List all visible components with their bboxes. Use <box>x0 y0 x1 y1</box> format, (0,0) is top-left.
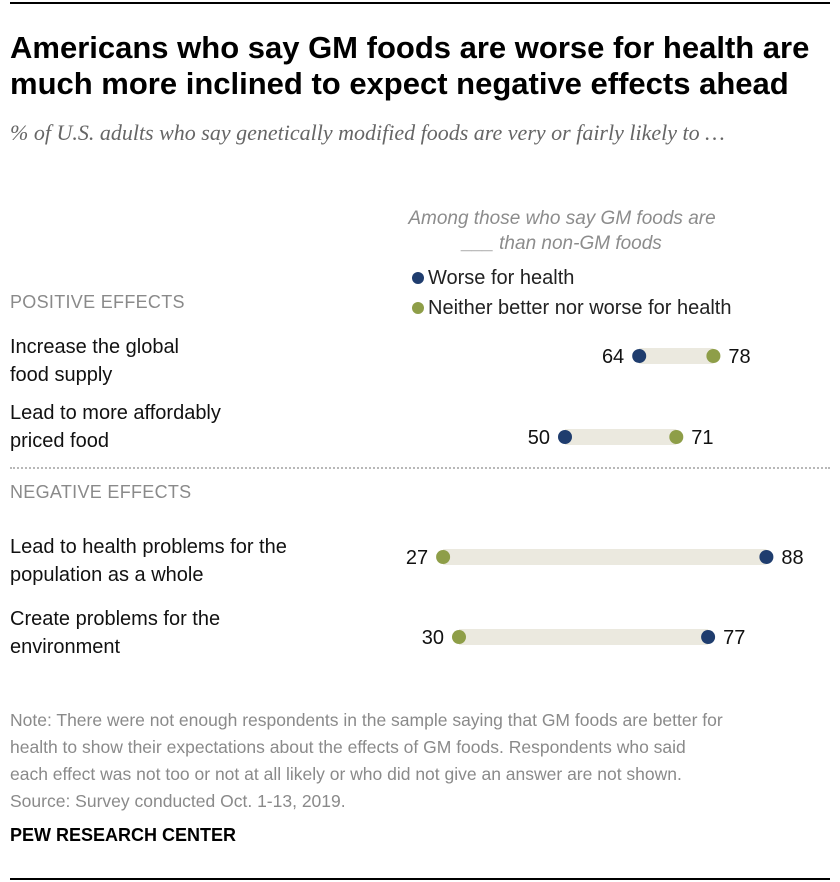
note-line: health to show their expectations about … <box>10 737 686 757</box>
dot-neither <box>669 430 684 444</box>
chart-subtitle: % of U.S. adults who say genetically mod… <box>10 120 725 145</box>
dot-worse <box>558 430 572 444</box>
legend-heading-line-2: ___ than non-GM foods <box>462 233 662 254</box>
row-label-line: population as a whole <box>10 564 204 586</box>
chart-title: Americans who say GM foods are worse for… <box>10 30 810 101</box>
bottom-rule <box>10 878 830 880</box>
row-label-line: Lead to more affordably <box>10 402 221 424</box>
row-label-health-problems: Lead to health problems for the populati… <box>10 533 350 589</box>
range-bar <box>459 629 709 645</box>
dot-worse <box>632 349 647 363</box>
legend-marker-neither-icon <box>412 302 424 314</box>
note-line: each effect was not too or not at all li… <box>10 764 682 784</box>
row-label-line: Create problems for the <box>10 608 221 630</box>
note-line: Note: There were not enough respondents … <box>10 710 723 730</box>
section-divider <box>10 467 830 469</box>
range-bar <box>565 429 677 445</box>
section-label-negative: NEGATIVE EFFECTS <box>10 482 192 502</box>
range-bar <box>639 348 714 364</box>
row-label-line: Increase the global <box>10 336 180 358</box>
value-label: 71 <box>691 427 713 449</box>
legend-item-neither: Neither better nor worse for health <box>412 295 732 321</box>
section-label-positive: POSITIVE EFFECTS <box>10 292 185 312</box>
value-label: 30 <box>422 627 444 649</box>
row-label-global-food-supply: Increase the global food supply <box>10 333 350 389</box>
value-label: 78 <box>728 346 750 368</box>
row-label-affordable-food: Lead to more affordably priced food <box>10 399 350 455</box>
legend-heading-line-1: Among those who say GM foods are <box>408 208 716 229</box>
legend-heading: Among those who say GM foods are ___ tha… <box>372 206 752 256</box>
chart-note: Note: There were not enough respondents … <box>10 707 835 815</box>
legend-label-worse: Worse for health <box>428 267 575 289</box>
row-label-environment: Create problems for the environment <box>10 605 350 661</box>
dot-worse <box>701 630 716 644</box>
range-bar <box>443 549 767 565</box>
dot-neither <box>452 630 466 644</box>
legend-label-neither: Neither better nor worse for health <box>428 297 732 319</box>
row-label-line: priced food <box>10 430 109 452</box>
top-rule <box>10 2 830 4</box>
footer-source-brand: PEW RESEARCH CENTER <box>10 825 237 845</box>
row-label-line: food supply <box>10 364 113 386</box>
value-label: 50 <box>528 427 550 449</box>
legend-marker-worse-icon <box>412 272 424 284</box>
value-label: 77 <box>723 627 745 649</box>
value-label: 88 <box>781 547 803 569</box>
dot-worse <box>759 550 774 564</box>
row-label-line: Lead to health problems for the <box>10 536 287 558</box>
value-label: 64 <box>602 346 624 368</box>
dot-neither <box>436 550 451 564</box>
row-label-line: environment <box>10 636 121 658</box>
legend-item-worse: Worse for health <box>412 265 574 291</box>
source-line: Source: Survey conducted Oct. 1-13, 2019… <box>10 791 346 811</box>
dot-neither <box>706 349 721 363</box>
value-label: 27 <box>406 547 428 569</box>
